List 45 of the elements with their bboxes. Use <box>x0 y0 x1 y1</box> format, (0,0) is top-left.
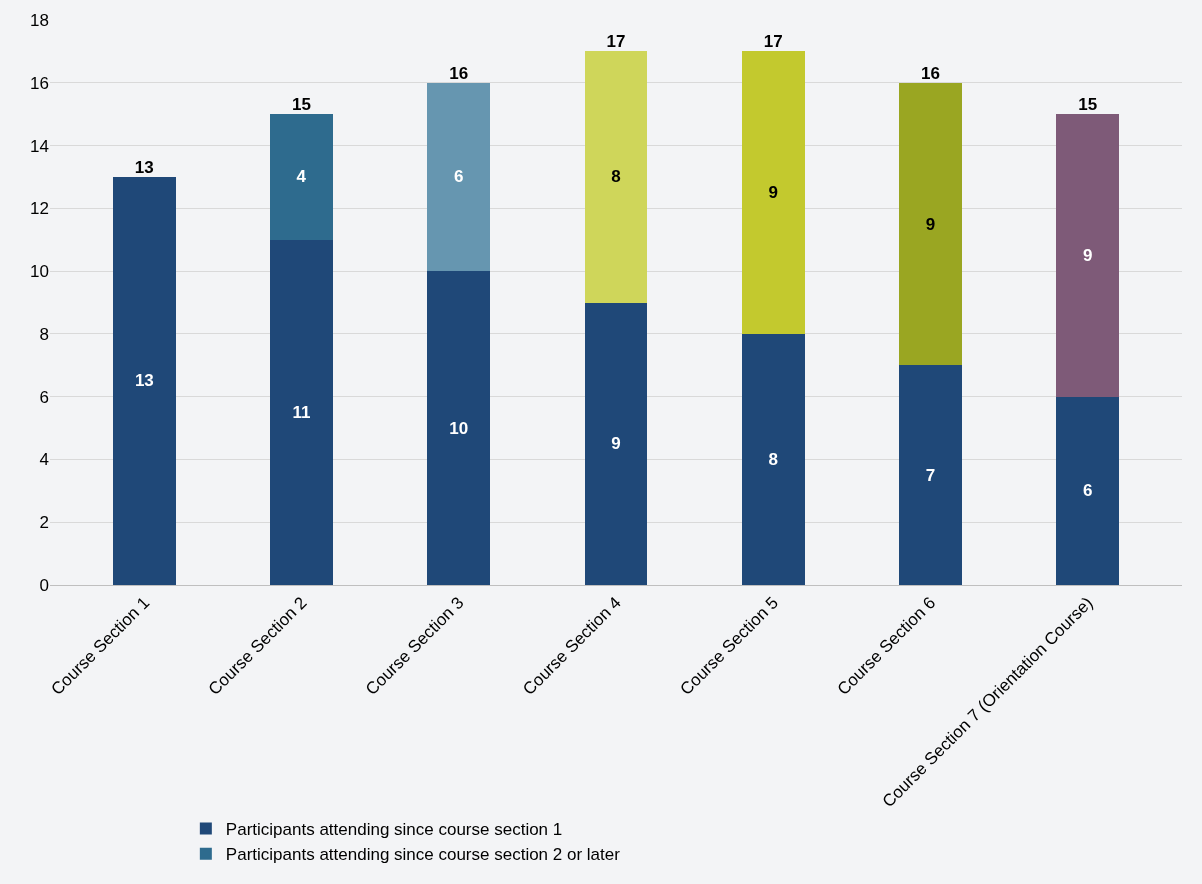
y-tick-label: 12 <box>30 199 49 219</box>
data-label: 13 <box>134 371 154 391</box>
data-label: 8 <box>768 449 778 469</box>
data-label: 9 <box>925 214 936 234</box>
data-label: 6 <box>1082 481 1093 501</box>
bar <box>899 82 962 366</box>
total-label: 17 <box>606 32 626 52</box>
total-label: 17 <box>763 32 783 52</box>
y-tick-label: 2 <box>39 513 49 533</box>
data-label: 8 <box>611 167 621 187</box>
y-tick-label: 10 <box>30 262 49 282</box>
total-label: 16 <box>449 63 469 83</box>
data-label: 9 <box>768 183 778 203</box>
bar <box>1056 114 1120 397</box>
data-label: 9 <box>611 434 621 454</box>
legend-label: Participants attending since course section 1 <box>225 820 563 840</box>
bar <box>1056 396 1120 585</box>
data-label: 6 <box>454 167 464 187</box>
data-label: 11 <box>292 402 311 422</box>
y-tick-label: 0 <box>39 575 49 595</box>
y-tick-label: 14 <box>30 136 49 156</box>
legend-label: Participants attending since course section 2 or later <box>225 845 621 865</box>
y-tick-label: 4 <box>39 450 49 470</box>
total-label: 13 <box>134 157 154 177</box>
bar <box>270 239 333 585</box>
bar <box>270 114 333 240</box>
bar <box>427 82 491 272</box>
total-label: 15 <box>1078 94 1098 114</box>
data-label: 4 <box>296 167 307 187</box>
y-tick-label: 6 <box>39 387 49 407</box>
bar <box>741 51 805 334</box>
bar <box>584 302 648 585</box>
y-tick-label: 16 <box>30 73 49 93</box>
data-label: 10 <box>449 418 469 438</box>
y-tick-label: 18 <box>30 10 49 30</box>
y-tick-label: 8 <box>39 324 49 344</box>
data-label: 9 <box>1082 245 1093 265</box>
bar <box>899 365 962 585</box>
bar <box>584 51 648 303</box>
bar <box>112 176 176 585</box>
total-label: 16 <box>920 63 940 83</box>
bar <box>741 333 805 585</box>
bar <box>427 271 491 585</box>
total-label: 15 <box>292 94 312 114</box>
data-label: 7 <box>925 465 936 485</box>
